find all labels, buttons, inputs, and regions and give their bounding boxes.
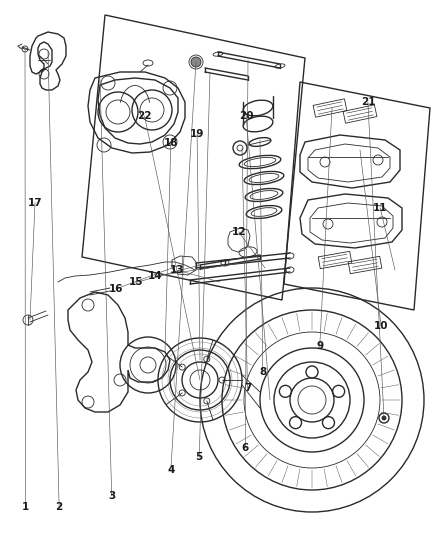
- Text: 13: 13: [170, 265, 185, 275]
- Text: 19: 19: [190, 130, 204, 139]
- Text: 9: 9: [316, 342, 323, 351]
- Text: 10: 10: [374, 321, 389, 331]
- Text: 12: 12: [231, 227, 246, 237]
- Circle shape: [382, 416, 386, 420]
- Text: 22: 22: [137, 111, 152, 121]
- Text: 20: 20: [239, 111, 254, 121]
- Text: 17: 17: [28, 198, 42, 207]
- Text: 6: 6: [242, 443, 249, 453]
- Text: 4: 4: [167, 465, 174, 475]
- Text: 15: 15: [128, 278, 143, 287]
- Circle shape: [191, 57, 201, 67]
- Text: 8: 8: [259, 367, 266, 377]
- Text: 2: 2: [56, 503, 63, 512]
- Text: 3: 3: [108, 491, 115, 500]
- Text: 11: 11: [373, 203, 388, 213]
- Text: 14: 14: [148, 271, 163, 281]
- Text: 21: 21: [360, 98, 375, 107]
- Text: 1: 1: [22, 503, 29, 512]
- Text: 16: 16: [109, 284, 124, 294]
- Text: 18: 18: [163, 138, 178, 148]
- Text: 7: 7: [244, 383, 251, 393]
- Text: 5: 5: [196, 453, 203, 462]
